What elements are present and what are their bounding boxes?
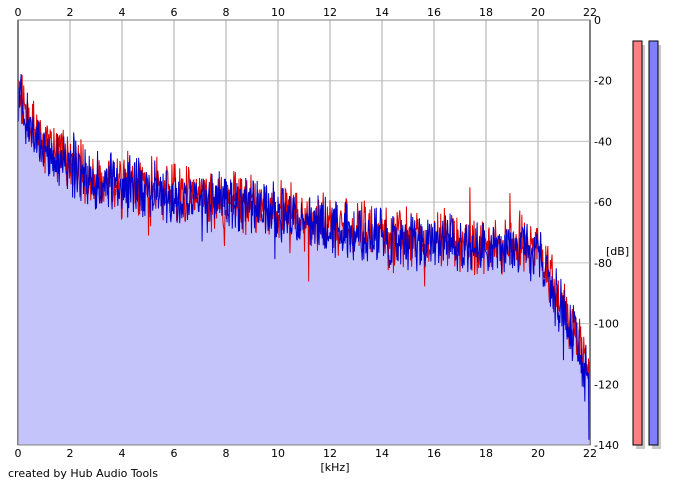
x-tick-labels-bottom: 0 2 4 6 8 10 12 14 16 18 20 22 (15, 447, 598, 460)
x-tick-label-bottom: 10 (271, 447, 285, 460)
x-tick-label-bottom: 2 (67, 447, 74, 460)
y-tick-label: -20 (594, 75, 612, 88)
x-tick-label-top: 16 (427, 6, 441, 19)
level-meter-2 (648, 40, 659, 446)
x-tick-label-top: 18 (479, 6, 493, 19)
y-tick-label: -120 (594, 378, 619, 391)
credit-text: created by Hub Audio Tools (8, 467, 158, 480)
x-tick-label-bottom: 0 (15, 447, 22, 460)
level-meter-1 (632, 40, 643, 446)
y-tick-label: -80 (594, 257, 612, 270)
x-axis-label: [kHz] (321, 461, 350, 474)
x-tick-label-top: 2 (67, 6, 74, 19)
y-axis-label: [dB] (606, 245, 629, 258)
x-tick-label-top: 22 (583, 6, 597, 19)
series-line-2 (17, 74, 591, 440)
x-tick-label-top: 20 (531, 6, 545, 19)
y-tick-label: -60 (594, 196, 612, 209)
x-tick-label-top: 8 (223, 6, 230, 19)
x-tick-label-bottom: 12 (323, 447, 337, 460)
x-tick-label-bottom: 22 (583, 447, 597, 460)
x-tick-label-bottom: 16 (427, 447, 441, 460)
series-lines (17, 74, 591, 440)
x-tick-label-top: 14 (375, 6, 389, 19)
x-tick-label-bottom: 18 (479, 447, 493, 460)
plot-border (17, 19, 591, 446)
x-tick-label-top: 12 (323, 6, 337, 19)
y-tick-label: -40 (594, 135, 612, 148)
x-tick-label-bottom: 14 (375, 447, 389, 460)
y-tick-label: 0 (594, 14, 601, 27)
x-tick-label-top: 6 (171, 6, 178, 19)
y-tick-label: -100 (594, 318, 619, 331)
x-tick-label-top: 4 (119, 6, 126, 19)
y-tick-label: -140 (594, 439, 619, 452)
x-tick-label-bottom: 6 (171, 447, 178, 460)
x-tick-label-bottom: 8 (223, 447, 230, 460)
x-tick-label-bottom: 20 (531, 447, 545, 460)
y-tick-labels: 0 -20 -40 -60 -80 -100 -120 -140 (594, 14, 619, 452)
spectrum-area (18, 74, 590, 445)
x-tick-labels-top: 0 2 4 6 8 10 12 14 16 18 20 22 (15, 6, 598, 19)
x-tick-label-top: 0 (15, 6, 22, 19)
level-meters (632, 40, 661, 449)
x-tick-label-bottom: 4 (119, 447, 126, 460)
x-tick-label-top: 10 (271, 6, 285, 19)
